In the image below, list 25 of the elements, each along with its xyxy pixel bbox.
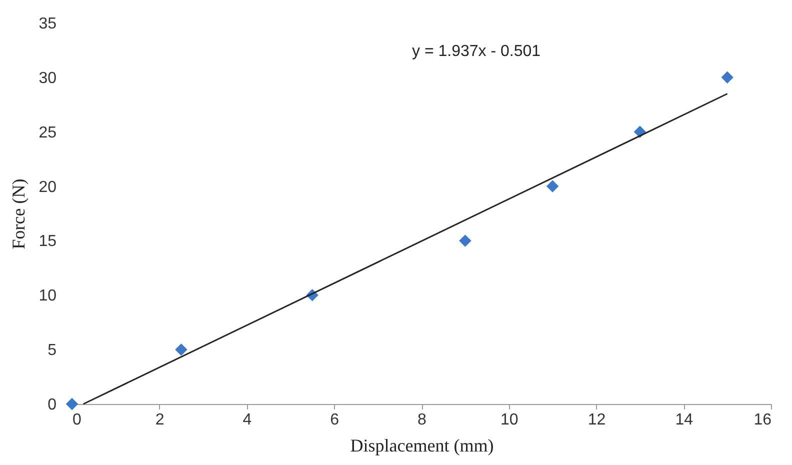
x-tick-label: 12 [588, 412, 606, 428]
x-axis-title: Displacement (mm) [350, 436, 494, 456]
y-axis-title: Force (N) [8, 178, 29, 250]
x-tick-label: 14 [675, 412, 694, 428]
x-tick-label: 8 [418, 412, 427, 428]
y-tick-label: 30 [38, 70, 57, 87]
x-tick-label: 10 [500, 412, 518, 428]
y-tick-label: 35 [38, 16, 57, 32]
point [459, 234, 472, 247]
annotation: y = 1.937x - 0.501 [412, 43, 541, 60]
x-tick-label: 16 [754, 412, 772, 428]
point [721, 71, 734, 84]
y-tick-label: 25 [38, 124, 57, 142]
x-tick-label: 2 [155, 412, 164, 428]
y-tick-label: 10 [38, 288, 57, 305]
point [66, 398, 78, 410]
y-tick-label: 0 [48, 396, 57, 414]
x-tick-label: 0 [72, 412, 82, 428]
y-tick-label: 20 [38, 178, 57, 196]
y-tick-label: 5 [48, 342, 57, 360]
x-tick-label: 4 [242, 412, 252, 428]
x-tick-label: 6 [330, 412, 340, 428]
y-tick-label: 15 [38, 233, 57, 250]
point [546, 180, 559, 192]
point [175, 343, 188, 356]
